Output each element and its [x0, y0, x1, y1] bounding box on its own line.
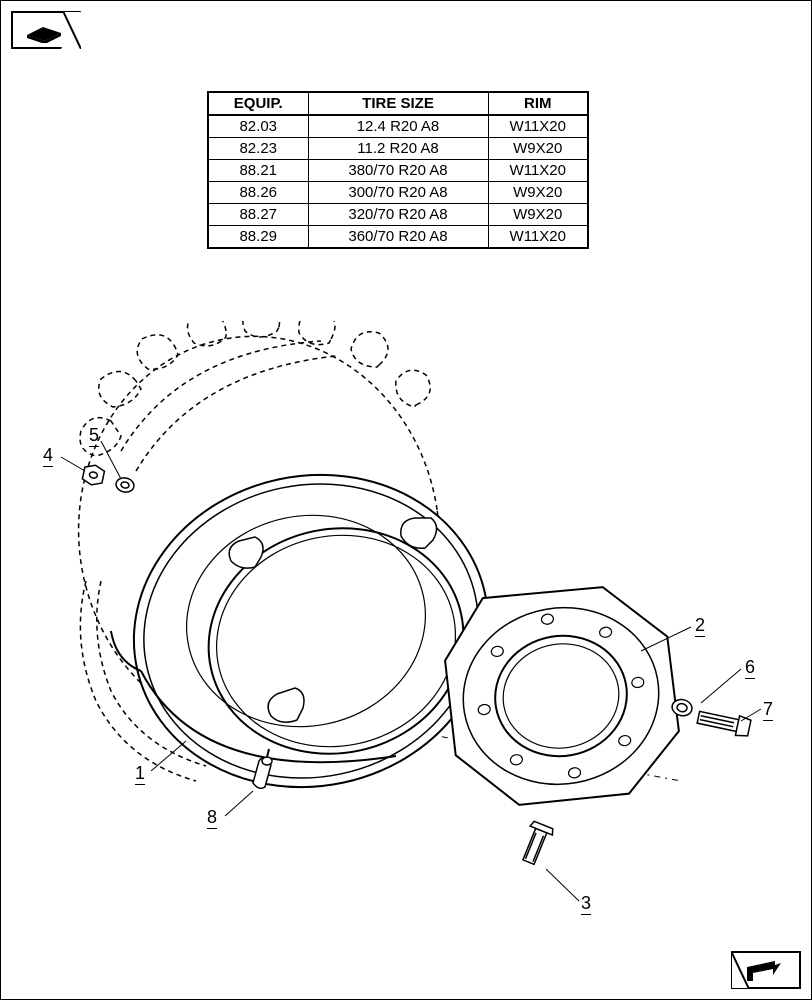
col-tire-size: TIRE SIZE [308, 92, 488, 115]
table-row: 88.27320/70 R20 A8W9X20 [208, 204, 588, 226]
callout-8: 8 [207, 807, 217, 828]
table-row: 88.29360/70 R20 A8W11X20 [208, 226, 588, 249]
exploded-diagram: 4 5 1 8 2 6 7 3 [1, 321, 812, 941]
table-row: 82.2311.2 R20 A8W9X20 [208, 138, 588, 160]
col-rim: RIM [488, 92, 588, 115]
callout-2: 2 [695, 615, 705, 636]
callout-6: 6 [745, 657, 755, 678]
callout-7: 7 [763, 699, 773, 720]
callout-3: 3 [581, 893, 591, 914]
table-row: 88.26300/70 R20 A8W9X20 [208, 182, 588, 204]
tire-spec-table: EQUIP. TIRE SIZE RIM 82.0312.4 R20 A8W11… [207, 91, 589, 249]
callout-4: 4 [43, 445, 53, 466]
table-row: 82.0312.4 R20 A8W11X20 [208, 115, 588, 138]
col-equip: EQUIP. [208, 92, 308, 115]
table-row: 88.21380/70 R20 A8W11X20 [208, 160, 588, 182]
callout-5: 5 [89, 425, 99, 446]
callout-1: 1 [135, 763, 145, 784]
